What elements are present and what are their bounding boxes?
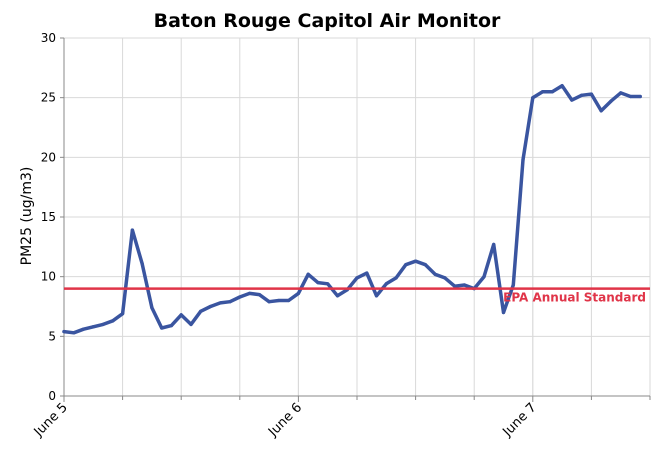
data-point <box>101 322 105 326</box>
data-point <box>169 323 174 328</box>
data-point <box>130 228 134 232</box>
y-tick-label: 5 <box>48 329 56 343</box>
data-point <box>628 94 633 99</box>
data-point <box>482 275 486 279</box>
data-point <box>355 276 359 280</box>
data-point <box>199 309 203 313</box>
data-point <box>570 98 574 102</box>
data-point <box>414 259 418 263</box>
y-tick-label: 30 <box>41 31 56 45</box>
data-point <box>306 272 310 276</box>
y-axis-ticks: 0 5 10 15 20 25 30 <box>41 31 64 403</box>
data-point <box>638 94 642 99</box>
data-point <box>404 263 408 267</box>
data-point <box>296 291 300 295</box>
epa-standard-label: EPA Annual Standard <box>503 291 646 305</box>
y-tick-label: 25 <box>41 91 56 105</box>
data-point <box>189 322 193 326</box>
series-line <box>62 83 642 335</box>
data-point <box>287 298 291 303</box>
data-point <box>423 263 427 267</box>
data-point <box>228 300 232 304</box>
data-point <box>462 283 467 287</box>
grid <box>64 37 651 396</box>
data-point <box>501 310 506 315</box>
data-point <box>365 271 369 275</box>
data-point <box>218 301 222 305</box>
data-point <box>599 109 603 113</box>
data-point <box>257 292 261 297</box>
data-point <box>140 261 144 266</box>
data-point <box>179 313 183 317</box>
x-tick-label: June 6 <box>265 400 305 440</box>
data-point <box>326 282 330 286</box>
y-tick-label: 10 <box>41 270 56 284</box>
data-point <box>62 329 66 334</box>
data-point <box>335 294 340 298</box>
data-point <box>121 312 125 316</box>
data-point <box>208 304 213 309</box>
y-tick-label: 0 <box>48 389 56 403</box>
y-tick-label: 20 <box>41 150 56 164</box>
data-point <box>443 276 447 280</box>
reference-line-group: EPA Annual Standard <box>64 287 650 305</box>
data-point <box>316 281 320 285</box>
data-point <box>511 283 515 287</box>
data-point <box>384 282 388 286</box>
data-point <box>81 327 86 331</box>
data-point <box>238 295 242 299</box>
data-point <box>560 84 564 88</box>
data-point <box>589 92 594 96</box>
x-axis-ticks: June 5 June 6 June 7 <box>31 396 651 440</box>
data-point <box>160 326 164 330</box>
series-group <box>62 83 642 335</box>
data-point <box>72 331 76 335</box>
data-point <box>433 272 437 276</box>
data-point <box>91 325 95 329</box>
data-point <box>111 319 115 323</box>
y-tick-label: 15 <box>41 210 56 224</box>
data-point <box>540 90 545 94</box>
data-point <box>492 242 496 247</box>
y-axis-label: PM25 (ug/m3) <box>19 167 35 266</box>
data-point <box>580 93 584 97</box>
data-point <box>609 99 613 103</box>
data-point <box>247 291 252 295</box>
data-point <box>531 96 535 100</box>
data-point <box>521 158 525 162</box>
data-point <box>619 91 623 95</box>
data-point <box>277 298 281 303</box>
chart-title: Baton Rouge Capitol Air Monitor <box>154 10 501 32</box>
data-point <box>374 294 379 298</box>
data-point <box>394 276 398 280</box>
data-point <box>267 300 271 304</box>
data-point <box>453 284 457 288</box>
x-tick-label: June 5 <box>31 400 71 440</box>
data-point <box>150 306 154 310</box>
x-tick-label: June 7 <box>500 400 540 440</box>
data-point <box>550 90 554 94</box>
